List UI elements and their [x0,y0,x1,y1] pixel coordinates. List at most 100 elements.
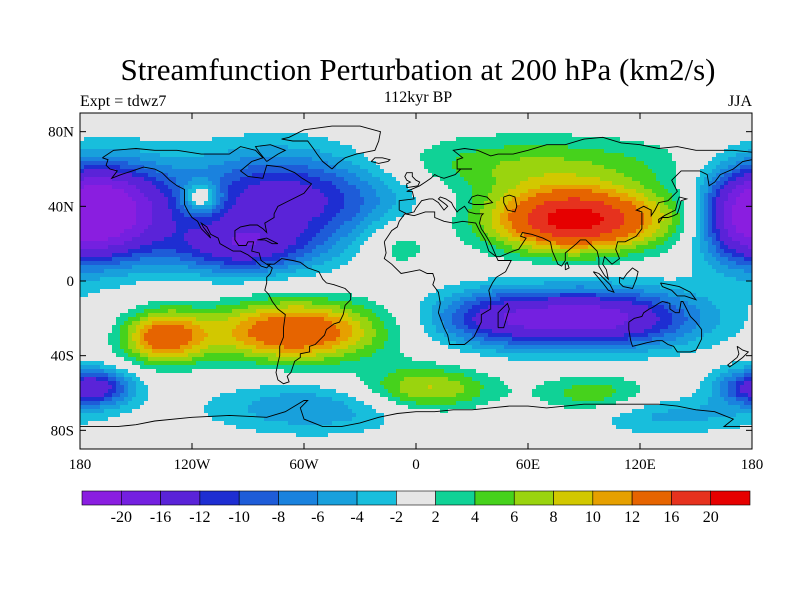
field-cell [500,285,505,290]
field-cell [144,369,149,386]
field-cell [748,409,752,414]
field-cell [152,265,157,274]
field-cell [192,249,197,258]
field-cell [564,277,569,282]
field-cell [652,257,657,278]
field-cell [288,349,293,354]
field-cell [280,273,285,282]
field-cell [268,361,273,366]
field-cell [308,185,313,222]
field-cell [660,341,665,350]
field-cell [308,157,313,170]
field-cell [144,265,149,274]
field-cell [312,217,317,238]
field-cell [276,385,281,398]
field-cell [476,137,481,150]
field-cell [224,273,229,278]
field-cell [236,325,241,342]
field-cell [380,425,385,449]
field-cell [328,113,333,142]
field-cell [200,269,205,278]
field-cell [136,365,141,378]
field-cell [456,137,461,158]
field-cell [740,401,745,410]
field-cell [632,305,637,334]
field-cell [180,357,185,362]
field-cell [136,157,141,166]
field-cell [652,145,657,174]
field-cell [128,229,133,242]
field-cell [544,245,549,250]
field-cell [548,245,553,250]
field-cell [616,209,621,230]
field-cell [576,209,581,230]
field-cell [604,241,609,246]
field-cell [156,357,161,362]
field-cell [168,373,173,449]
field-cell [284,133,289,146]
field-cell [616,197,621,210]
field-cell [492,285,497,290]
field-cell [592,137,597,150]
field-cell [624,289,629,294]
field-cell [500,397,505,449]
field-cell [184,217,189,234]
field-cell [544,301,549,310]
field-cell [580,277,585,282]
field-cell [288,277,293,294]
field-cell [240,193,245,234]
field-cell [660,293,665,302]
field-cell [416,361,421,370]
field-cell [192,257,197,262]
field-cell [424,405,429,410]
field-cell [80,113,85,142]
field-cell [560,237,565,246]
field-cell [404,357,409,370]
field-cell [300,385,305,394]
field-cell [728,269,733,278]
field-cell [540,289,545,294]
field-cell [596,345,601,350]
field-cell [212,265,217,274]
field-cell [600,301,605,310]
field-cell [144,141,149,154]
field-cell [108,277,113,290]
field-cell [284,433,289,449]
field-cell [460,113,465,138]
field-cell [320,213,325,230]
field-cell [316,273,321,294]
field-cell [112,377,117,382]
field-cell [660,149,665,186]
field-cell [512,361,517,449]
field-cell [520,341,525,346]
field-cell [728,365,733,370]
field-cell [532,209,537,230]
field-cell [636,193,641,202]
field-cell [484,201,489,234]
field-cell [452,349,457,366]
field-cell [512,301,517,314]
field-cell [292,317,297,350]
field-cell [600,277,605,282]
field-cell [120,137,125,150]
field-cell [732,257,737,262]
field-cell [144,349,149,354]
field-cell [624,241,629,246]
field-cell [624,429,629,449]
field-cell [528,301,533,310]
field-cell [572,345,577,350]
field-cell [464,377,469,402]
field-cell [664,293,669,302]
field-cell [180,353,185,358]
field-cell [192,353,197,358]
field-cell [628,289,633,294]
field-cell [120,377,125,386]
field-cell [664,205,669,234]
field-cell [684,113,689,278]
field-cell [264,261,269,266]
field-cell [596,177,601,186]
field-cell [616,325,621,338]
field-cell [596,113,601,138]
field-cell [160,273,165,282]
field-cell [720,249,725,258]
